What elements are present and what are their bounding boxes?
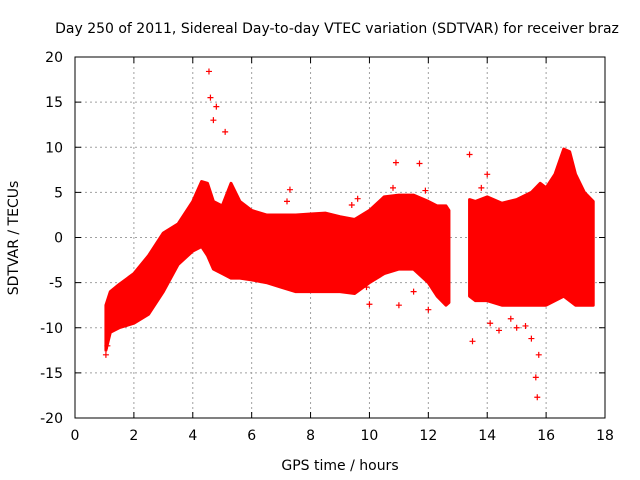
x-tick-label: 10	[361, 428, 379, 444]
y-tick-label: 20	[45, 50, 63, 66]
data-point-marker	[425, 306, 432, 313]
y-tick-label: 15	[45, 95, 63, 111]
data-point-marker	[348, 202, 355, 209]
data-point-marker	[284, 198, 290, 205]
data-point-marker	[513, 324, 520, 331]
x-tick-label: 4	[188, 428, 197, 444]
data-point-marker	[496, 327, 502, 334]
data-point-marker	[534, 394, 541, 401]
data-point-marker	[416, 160, 423, 167]
data-point-marker	[392, 159, 399, 166]
data-point-marker	[102, 351, 109, 358]
x-tick-label: 18	[596, 428, 614, 444]
data-point-marker	[487, 320, 494, 327]
data-point-marker	[286, 186, 293, 193]
data-series	[102, 68, 595, 401]
data-point-marker	[410, 288, 417, 295]
y-axis-label: SDTVAR / TECUs	[6, 181, 22, 296]
data-point-marker	[422, 187, 429, 194]
data-band-segment-1	[104, 180, 451, 352]
x-tick-label: 16	[537, 428, 555, 444]
data-point-marker	[205, 68, 212, 75]
data-point-marker	[390, 184, 396, 191]
data-point-marker	[535, 351, 542, 358]
x-tick-label: 6	[247, 428, 256, 444]
data-point-marker	[528, 335, 535, 342]
data-point-marker	[522, 322, 529, 329]
x-axis-label: GPS time / hours	[281, 458, 398, 474]
data-point-marker	[466, 151, 473, 158]
data-point-marker	[207, 94, 214, 101]
x-tick-label: 0	[71, 428, 80, 444]
data-point-marker	[478, 184, 485, 191]
data-point-marker	[395, 302, 402, 309]
data-point-marker	[213, 103, 220, 110]
axis-ticks: 0 2 4 6 8 10 12 14 16 18 -20 -15 -10 -5 0 5 10 15 20	[40, 50, 614, 444]
data-point-marker	[507, 315, 514, 322]
x-tick-label: 2	[129, 428, 138, 444]
data-point-marker	[363, 284, 370, 291]
data-point-marker	[469, 338, 476, 345]
x-tick-label: 14	[478, 428, 496, 444]
data-point-marker	[104, 342, 111, 349]
y-tick-label: 5	[54, 185, 63, 201]
y-tick-label: -20	[40, 411, 63, 427]
data-band-segment-2	[468, 147, 595, 307]
y-tick-label: 0	[54, 231, 63, 247]
y-tick-label: -5	[49, 276, 63, 292]
data-point-marker	[222, 128, 229, 135]
y-tick-label: -15	[40, 366, 63, 382]
y-tick-label: -10	[40, 321, 63, 337]
data-point-marker	[484, 171, 491, 178]
data-point-marker	[532, 374, 539, 381]
x-tick-label: 12	[419, 428, 437, 444]
data-point-marker	[366, 301, 373, 308]
chart-title: Day 250 of 2011, Sidereal Day-to-day VTE…	[55, 21, 619, 37]
x-tick-label: 8	[306, 428, 315, 444]
y-tick-label: 10	[45, 140, 63, 156]
data-point-marker	[210, 117, 217, 124]
data-point-marker	[354, 195, 361, 202]
